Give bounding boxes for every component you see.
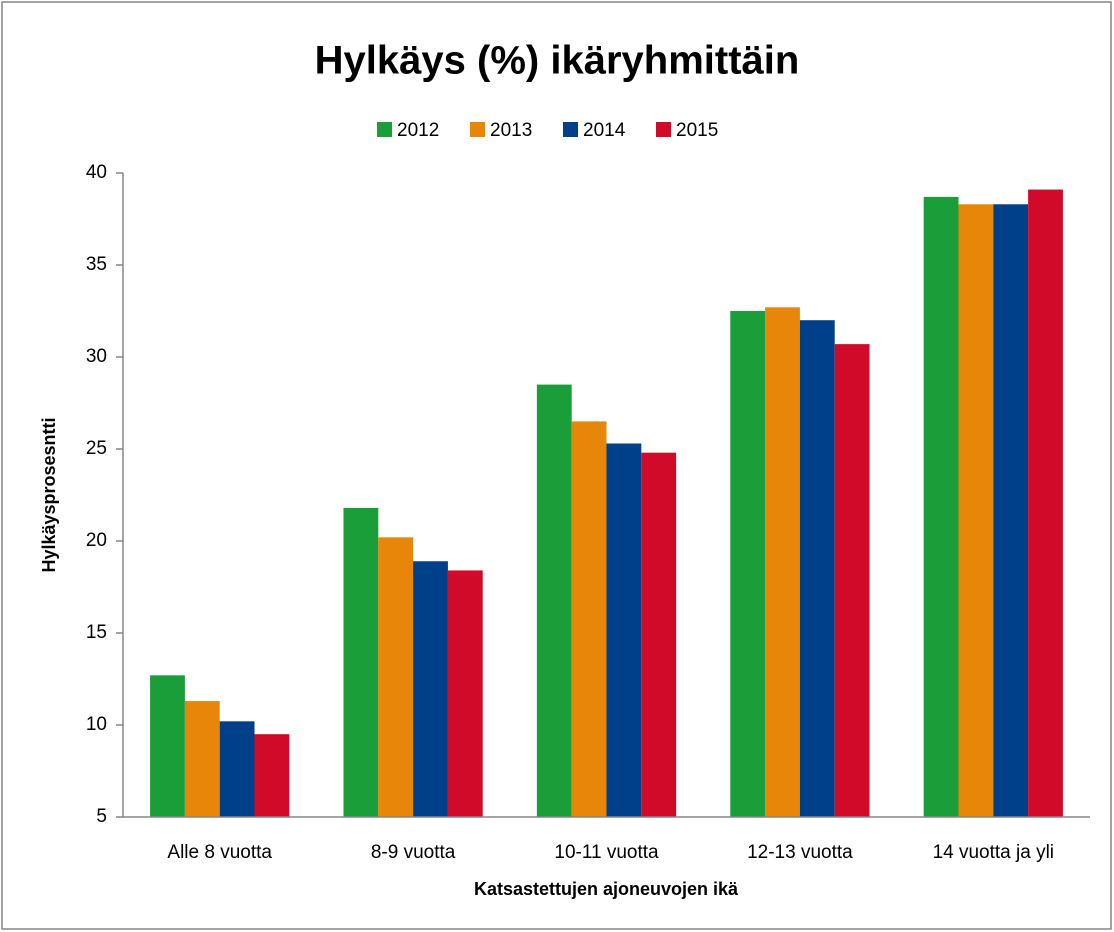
legend-swatch	[656, 122, 671, 137]
y-tick-label: 15	[86, 622, 107, 643]
y-tick-label: 25	[86, 438, 107, 459]
y-tick-label: 35	[86, 254, 107, 275]
legend-label: 2014	[583, 120, 626, 141]
x-axis-title: Katsastettujen ajoneuvojen ikä	[474, 879, 739, 899]
legend-label: 2013	[490, 120, 532, 141]
x-tick-label: 12-13 vuotta	[747, 842, 853, 863]
legend-swatch	[470, 122, 485, 137]
y-tick-label: 20	[86, 530, 107, 551]
legend-swatch	[377, 122, 392, 137]
bar	[447, 570, 483, 817]
bar	[606, 443, 642, 817]
y-axis-title: Hylkäysprosesntti	[39, 417, 59, 572]
legend-label: 2012	[397, 120, 439, 141]
bar	[536, 384, 572, 817]
x-tick-label: Alle 8 vuotta	[167, 842, 272, 863]
bar	[413, 561, 448, 817]
bar	[834, 344, 870, 817]
bar	[343, 507, 379, 817]
y-tick-label: 40	[86, 162, 107, 183]
bar	[219, 721, 255, 817]
bar	[1028, 189, 1063, 817]
bar	[184, 701, 220, 817]
chart-title: Hylkäys (%) ikäryhmittäin	[315, 39, 800, 83]
y-tick-label: 30	[86, 346, 107, 367]
bar	[150, 675, 185, 817]
bar	[923, 196, 959, 818]
bar	[765, 307, 800, 817]
bar	[799, 320, 835, 817]
x-tick-label: 8-9 vuotta	[371, 842, 456, 863]
bar	[730, 311, 766, 817]
y-tick-label: 10	[86, 714, 107, 735]
bar	[378, 537, 414, 817]
legend-label: 2015	[676, 120, 718, 141]
bar	[641, 452, 677, 817]
bar	[958, 204, 994, 817]
legend-swatch	[563, 122, 578, 137]
x-tick-label: 14 vuotta ja yli	[933, 842, 1054, 863]
x-tick-label: 10-11 vuotta	[554, 842, 659, 863]
bar	[254, 734, 290, 817]
bar	[571, 421, 607, 817]
y-tick-label: 5	[96, 806, 107, 827]
bar	[993, 204, 1029, 817]
